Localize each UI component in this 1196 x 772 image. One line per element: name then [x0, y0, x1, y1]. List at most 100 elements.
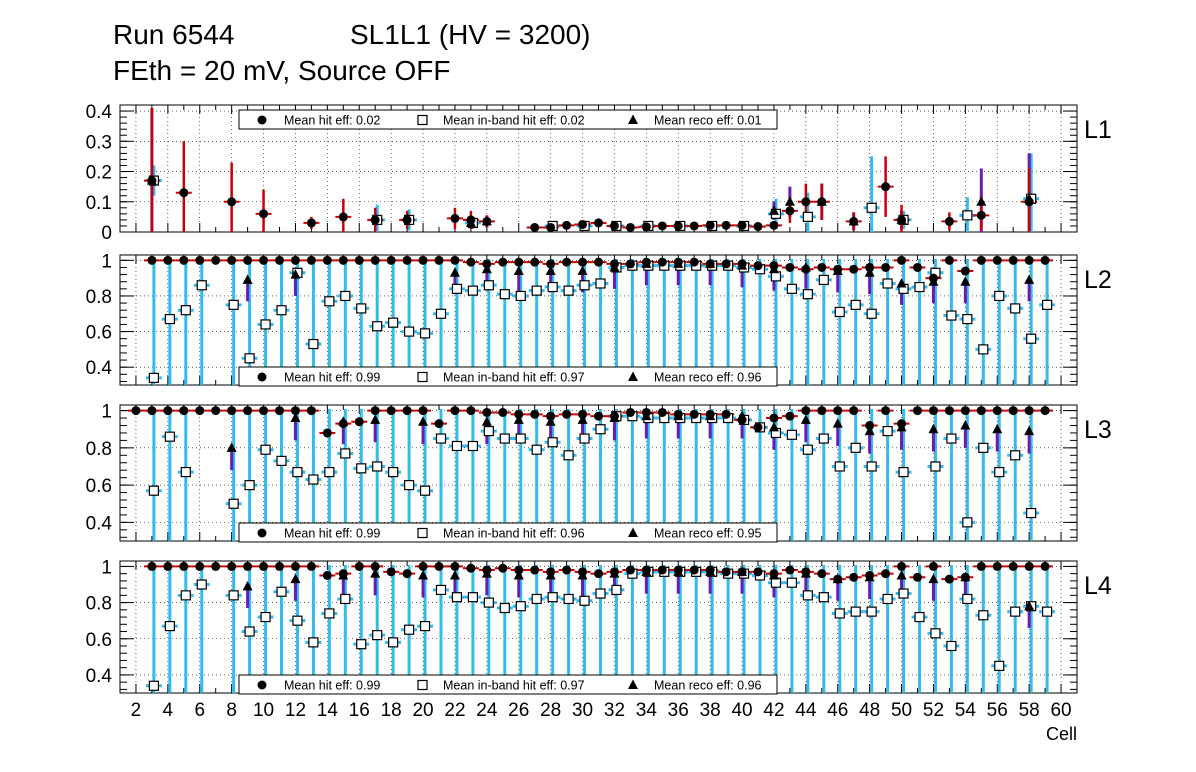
hit-marker	[306, 255, 316, 265]
hit-marker	[386, 255, 396, 265]
y-tick-label: 0.6	[86, 476, 112, 497]
inband-marker	[499, 602, 510, 614]
legend: Mean hit eff: 0.99 Mean in-band hit eff: …	[238, 674, 778, 695]
x-tick-label: 60	[1050, 700, 1071, 721]
inband-marker	[818, 592, 829, 603]
inband-marker	[914, 611, 925, 623]
inband-marker	[834, 608, 845, 619]
hit-marker	[944, 406, 954, 416]
data-series	[143, 108, 1040, 232]
inband-marker	[419, 485, 431, 496]
hit-marker	[594, 218, 603, 228]
inband-marker	[515, 290, 526, 302]
reco-marker	[864, 425, 875, 436]
panels-group: 0 0.1 0.2 0.3 0.4 L1 Mean hit eff: 0.02 Mean in…	[86, 102, 1112, 695]
inband-marker	[850, 606, 861, 617]
hit-marker	[721, 409, 731, 419]
reco-marker	[545, 265, 556, 276]
hit-marker	[881, 569, 891, 579]
hit-marker	[817, 197, 827, 207]
hit-marker	[625, 407, 635, 417]
hit-marker	[370, 255, 380, 265]
inband-marker	[388, 317, 399, 328]
inband-marker	[164, 620, 175, 632]
hit-marker	[179, 255, 189, 265]
x-tick-label: 16	[349, 700, 370, 721]
hit-marker	[546, 259, 556, 269]
hit-marker	[195, 561, 205, 571]
hit-marker	[657, 257, 667, 267]
reco-marker	[768, 421, 779, 432]
inband-marker	[308, 338, 319, 350]
inband-marker	[994, 466, 1005, 478]
hit-marker	[450, 406, 460, 416]
legend-hit-text: Mean hit eff: 0.99	[284, 679, 380, 693]
reco-marker	[242, 580, 253, 591]
hit-marker	[338, 569, 348, 579]
inband-marker	[946, 310, 957, 321]
inband-marker	[531, 444, 542, 455]
hit-marker	[769, 261, 779, 271]
x-tick-label: 50	[891, 700, 912, 721]
reco-marker	[800, 414, 811, 424]
legend-hit-marker	[257, 680, 267, 690]
y-tick-label: 0.3	[86, 132, 112, 153]
legend-inband-text: Mean in-band hit eff: 0.97	[443, 371, 585, 385]
hit-marker	[578, 257, 588, 267]
reco-marker	[418, 569, 429, 580]
inband-marker	[324, 608, 335, 619]
inband-marker	[276, 586, 287, 597]
inband-marker	[148, 485, 159, 496]
reco-marker	[481, 416, 492, 426]
hit-marker	[737, 415, 747, 425]
inband-marker	[978, 442, 989, 453]
inband-marker	[818, 433, 829, 444]
hit-marker	[865, 262, 875, 272]
hit-marker	[657, 565, 667, 575]
hit-marker	[354, 561, 364, 571]
x-tick-label: 18	[381, 700, 402, 721]
hit-marker	[338, 212, 348, 222]
x-tick-label: 40	[731, 700, 752, 721]
x-tick-label: 26	[508, 700, 529, 721]
y-tick-label: 0.4	[86, 513, 113, 534]
inband-marker	[308, 474, 319, 485]
x-tick-label: 56	[987, 700, 1008, 721]
hit-marker	[322, 428, 332, 438]
y-tick-label: 0.6	[86, 630, 112, 651]
hit-marker	[386, 406, 396, 416]
reco-marker	[577, 265, 588, 276]
legend-inband-text: Mean in-band hit eff: 0.02	[443, 114, 585, 128]
y-tick-label: 0.6	[86, 323, 112, 344]
hit-marker	[402, 406, 412, 416]
hit-marker	[753, 422, 763, 432]
inband-marker	[946, 640, 957, 652]
hit-marker	[370, 406, 380, 416]
legend-reco-marker	[628, 114, 638, 124]
legend-hit-text: Mean hit eff: 0.02	[284, 114, 380, 128]
inband-marker	[276, 305, 287, 316]
legend-reco-text: Mean reco eff: 0.95	[654, 527, 762, 541]
inband-marker	[547, 437, 558, 448]
x-tick-label: 24	[476, 700, 498, 721]
hit-marker	[243, 406, 253, 416]
hit-marker	[689, 257, 699, 267]
hit-marker	[689, 221, 699, 231]
hit-marker	[881, 262, 891, 272]
x-tick-label: 30	[572, 700, 593, 721]
hit-marker	[721, 259, 731, 269]
hit-marker	[546, 222, 556, 232]
hit-marker	[290, 255, 300, 265]
inband-marker	[180, 590, 191, 601]
hit-marker	[418, 561, 428, 571]
reco-marker	[449, 267, 460, 277]
hit-marker	[259, 209, 269, 219]
hit-marker	[259, 406, 269, 416]
hit-marker	[290, 406, 300, 416]
hit-marker	[275, 406, 284, 416]
layer-label: L2	[1084, 266, 1112, 294]
inband-marker	[260, 444, 271, 455]
reco-marker	[449, 569, 460, 580]
hit-marker	[641, 565, 651, 575]
